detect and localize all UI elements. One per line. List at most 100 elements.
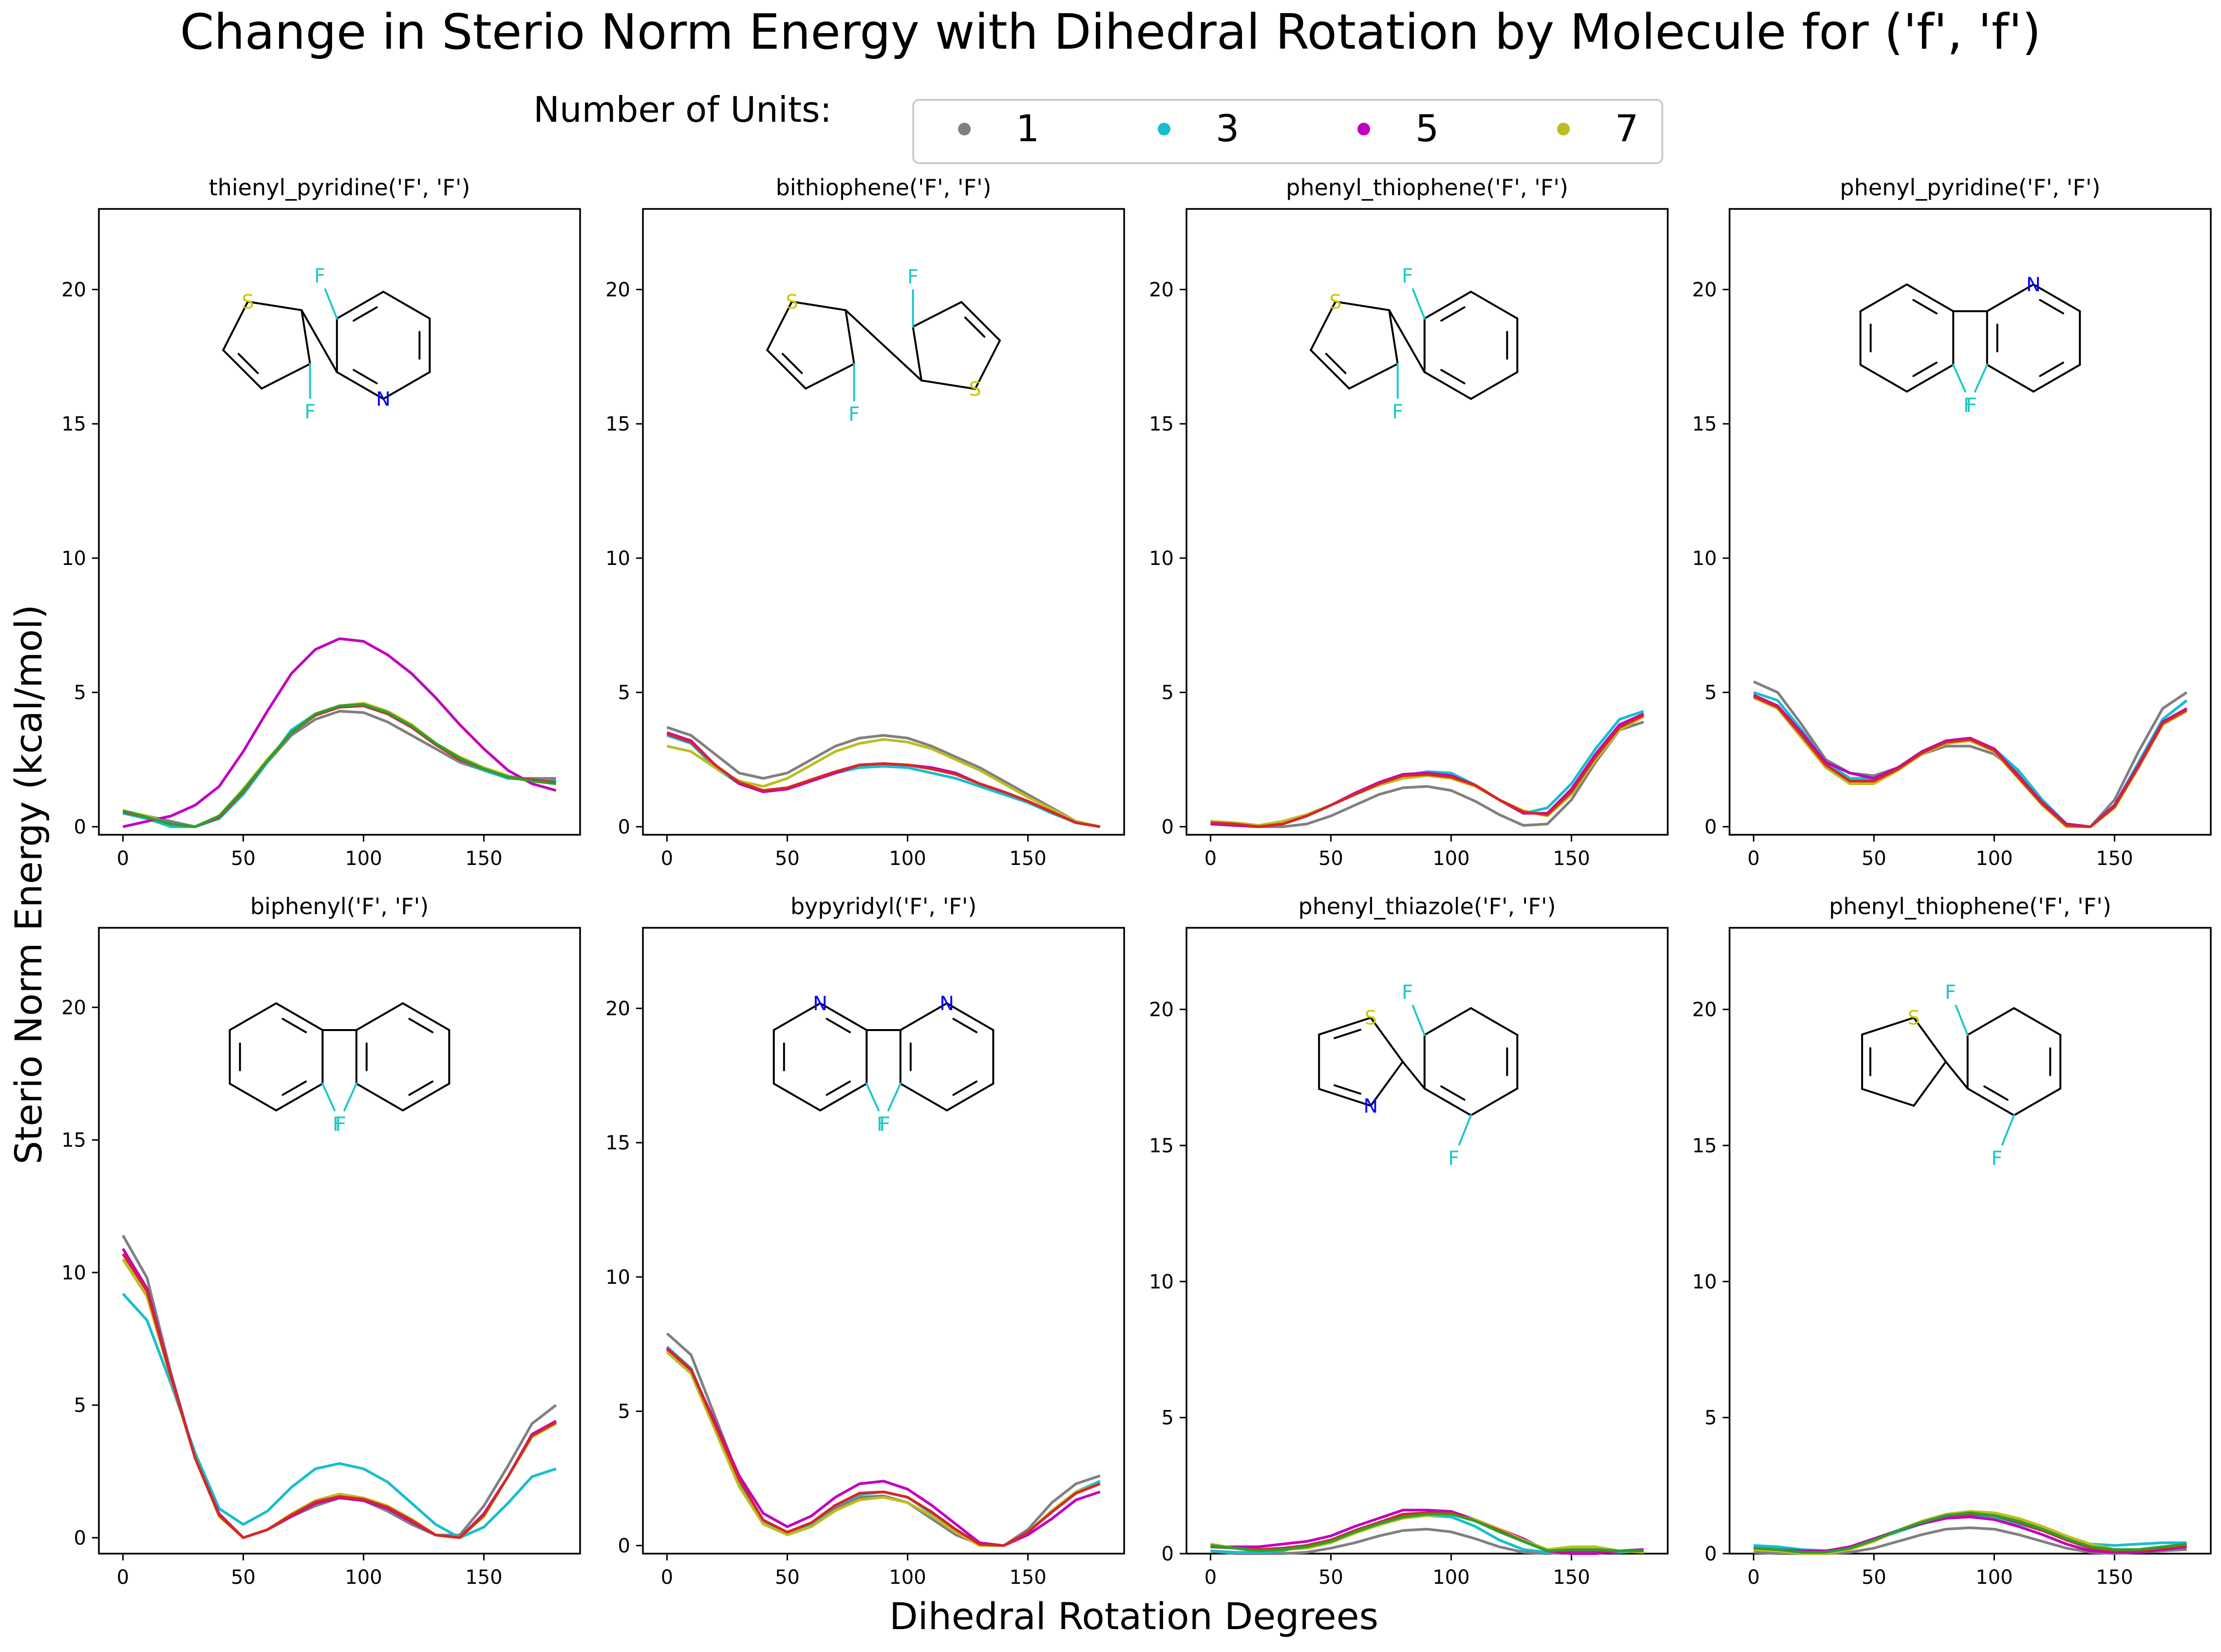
bond [2013, 1088, 2062, 1116]
x-tick-label: 50 [1318, 847, 1343, 870]
atom-label-f: F [1448, 1147, 1459, 1170]
plot-frame [1186, 927, 1669, 1555]
atom-label-f: F [1963, 394, 1975, 417]
x-tick-label: 50 [775, 847, 800, 870]
legend-label: 5 [1415, 107, 1439, 150]
atom-label-n: N [813, 993, 828, 1015]
figure-title: Change in Sterio Norm Energy with Dihedr… [180, 3, 2041, 60]
bond [1388, 309, 1399, 365]
bond [845, 309, 922, 382]
bond [1440, 369, 1466, 385]
legend-label: 7 [1615, 107, 1638, 150]
subplot: biphenyl('F', 'F') 0 50 100 150 0 5 10 15 20 FF [61, 893, 581, 1589]
plot-frame [642, 927, 1125, 1555]
bond [826, 1080, 851, 1096]
y-tick-label: 10 [605, 547, 630, 570]
bond [382, 371, 431, 400]
y-tick-label: 20 [1692, 999, 1717, 1021]
bond [1310, 300, 1336, 351]
bond [1906, 364, 1955, 393]
bond [912, 301, 962, 328]
subplot-title: thienyl_pyridine('F', 'F') [209, 174, 471, 201]
bond [1440, 306, 1466, 322]
bond [960, 301, 1001, 342]
atom-label-f: F [879, 1113, 890, 1136]
subplot-title: biphenyl('F', 'F') [250, 893, 429, 920]
bond [1348, 363, 1399, 390]
bond [301, 309, 311, 365]
subplot-title: phenyl_thiazole('F', 'F') [1299, 893, 1556, 920]
bond [1470, 371, 1519, 400]
molecule-structure: FF [228, 1002, 451, 1136]
bond [1334, 300, 1391, 311]
bond [1458, 1114, 1472, 1145]
plot-frame [642, 208, 1125, 836]
series-line [666, 1348, 1101, 1547]
x-tick-label: 150 [1009, 1566, 1046, 1589]
bond [343, 1083, 358, 1111]
y-tick-label: 15 [1692, 413, 1717, 435]
bond [321, 1083, 336, 1111]
y-tick-label: 0 [1162, 1543, 1174, 1565]
bond [1955, 1005, 1969, 1036]
x-tick-label: 100 [1432, 1566, 1469, 1589]
bond [353, 369, 378, 385]
y-tick-label: 15 [1149, 1135, 1174, 1157]
bond [246, 300, 303, 311]
bond [228, 1002, 277, 1031]
series-line [1753, 1515, 2187, 1554]
bond [866, 1083, 880, 1111]
bond [1912, 361, 1938, 377]
x-tick-label: 0 [117, 1566, 129, 1589]
bond [826, 1017, 851, 1033]
x-tick-label: 0 [1748, 1566, 1760, 1589]
molecule-structure: N NFF [772, 993, 995, 1136]
y-tick-label: 20 [605, 279, 630, 301]
bond [382, 291, 431, 319]
atom-label-f: F [304, 401, 316, 423]
subplot: thienyl_pyridine('F', 'F') 0 50 100 150 0 5 10 1… [61, 174, 581, 870]
x-tick-label: 100 [889, 847, 926, 870]
bond [1470, 291, 1519, 319]
y-tick-label: 10 [1692, 1271, 1717, 1293]
series-line [122, 637, 557, 828]
y-tick-label: 0 [1705, 816, 1717, 838]
plot-frame [98, 927, 581, 1555]
bond [1952, 364, 1967, 393]
bond [1412, 1005, 1426, 1036]
bond [946, 1002, 995, 1031]
molecule-structure: S F F [1861, 981, 2062, 1170]
bond [408, 1017, 433, 1033]
subplot: phenyl_thiophene('F', 'F') 0 50 100 150 0 5 10 1… [1149, 174, 1669, 870]
x-tick-label: 150 [1009, 847, 1046, 870]
y-tick-label: 15 [61, 1129, 86, 1152]
atom-label-n: N [2026, 274, 2041, 296]
bond [920, 379, 977, 390]
y-tick-label: 15 [1149, 413, 1174, 435]
molecule-structure: S F F [1310, 265, 1519, 423]
subplot-title: phenyl_thiophene('F', 'F') [1829, 893, 2111, 920]
y-tick-label: 0 [1162, 816, 1174, 838]
x-tick-label: 150 [2096, 847, 2133, 870]
molecule-structure: S N F F [222, 265, 431, 423]
bond [408, 1080, 433, 1096]
x-tick-label: 150 [1553, 1566, 1590, 1589]
series-line [122, 703, 556, 828]
x-tick-label: 100 [1976, 1566, 2013, 1589]
bond [402, 1083, 451, 1111]
y-tick-label: 5 [74, 1394, 86, 1417]
legend-label: 3 [1216, 107, 1239, 150]
bond [946, 1083, 995, 1111]
atom-label-s: S [242, 291, 254, 313]
bond [355, 1083, 404, 1111]
bond [899, 1002, 948, 1031]
bond [2001, 1114, 2015, 1145]
molecule-structure: S N F F [1318, 981, 1519, 1170]
series-line [666, 726, 1101, 828]
bond [952, 1080, 978, 1096]
y-tick-label: 15 [1692, 1135, 1717, 1157]
x-tick-label: 0 [1205, 847, 1217, 870]
bond [2033, 364, 2081, 393]
series-line [666, 732, 1101, 828]
